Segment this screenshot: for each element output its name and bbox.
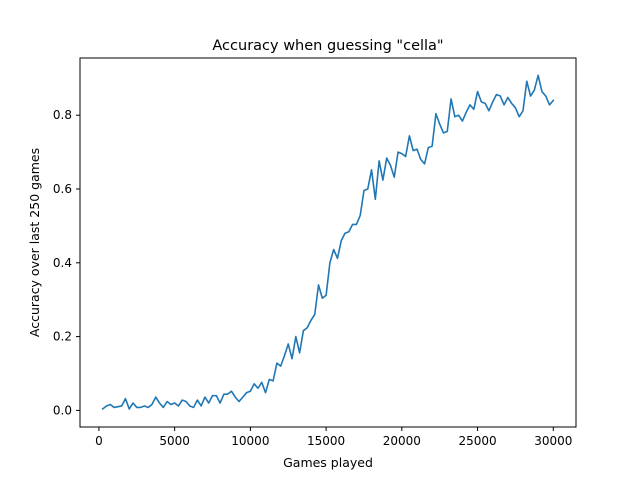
y-tick-label: 0.6 <box>53 182 72 196</box>
y-tick-label: 0.0 <box>53 403 72 417</box>
x-tick-label: 30000 <box>534 434 572 448</box>
x-axis-ticks: 0 5000 10000 15000 20000 25000 30000 <box>95 427 572 448</box>
x-tick-label: 15000 <box>307 434 345 448</box>
x-tick-label: 20000 <box>383 434 421 448</box>
chart-title: Accuracy when guessing "cella" <box>212 38 443 54</box>
x-tick-label: 25000 <box>458 434 496 448</box>
plot-area: 0 5000 10000 15000 20000 25000 30000 0.0 0.2 0.4… <box>53 57 577 448</box>
x-tick-label: 0 <box>95 434 103 448</box>
y-axis-label: Accuracy over last 250 games <box>27 148 42 337</box>
x-axis-label: Games played <box>283 455 373 470</box>
axes-frame <box>79 57 577 428</box>
y-tick-label: 0.8 <box>53 108 72 122</box>
y-tick-label: 0.4 <box>53 256 72 270</box>
y-tick-label: 0.2 <box>53 330 72 344</box>
x-tick-label: 5000 <box>159 434 190 448</box>
x-tick-label: 10000 <box>231 434 269 448</box>
y-axis-ticks: 0.0 0.2 0.4 0.6 0.8 <box>53 108 80 417</box>
accuracy-series-line <box>101 74 555 411</box>
